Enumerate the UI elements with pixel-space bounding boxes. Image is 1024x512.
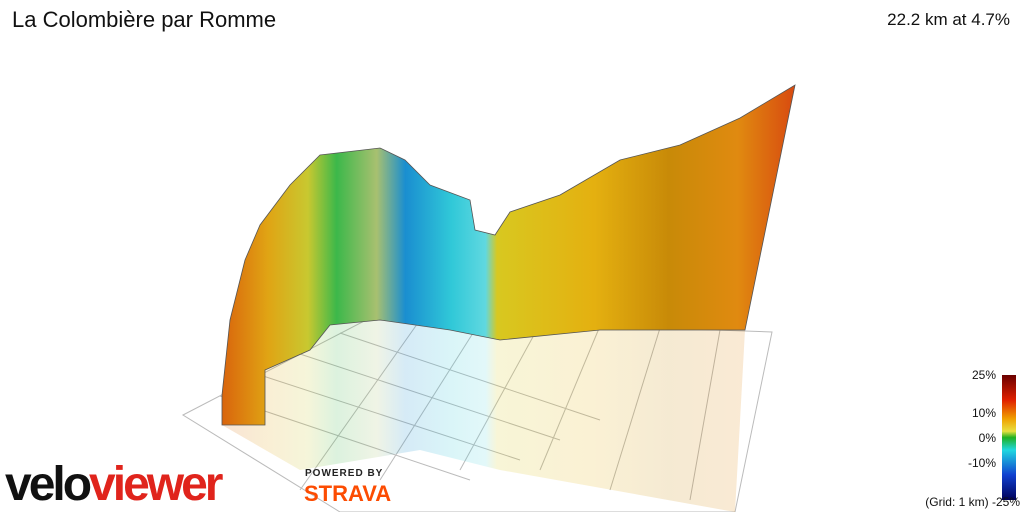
scale-label: 0% xyxy=(979,431,997,445)
powered-by: POWERED BY xyxy=(305,468,383,479)
stats: 22.2 km at 4.7% xyxy=(887,10,1010,29)
scale-label: -10% xyxy=(968,456,996,470)
scale-label: 25% xyxy=(972,368,996,382)
scale-label: 10% xyxy=(972,406,996,420)
reflection xyxy=(222,320,745,512)
color-scale xyxy=(1002,375,1016,500)
logo: veloviewer xyxy=(5,458,223,511)
logo-viewer: viewer xyxy=(89,458,223,511)
profile-wall xyxy=(221,84,796,426)
scale-label: -25% xyxy=(992,495,1020,509)
logo-velo: velo xyxy=(5,458,91,511)
title: La Colombière par Romme xyxy=(12,7,276,32)
grid-note: (Grid: 1 km) xyxy=(925,495,988,509)
scale-label: (Grid: 1 km) -25% xyxy=(925,495,1020,509)
strava: STRAVA xyxy=(304,481,391,506)
